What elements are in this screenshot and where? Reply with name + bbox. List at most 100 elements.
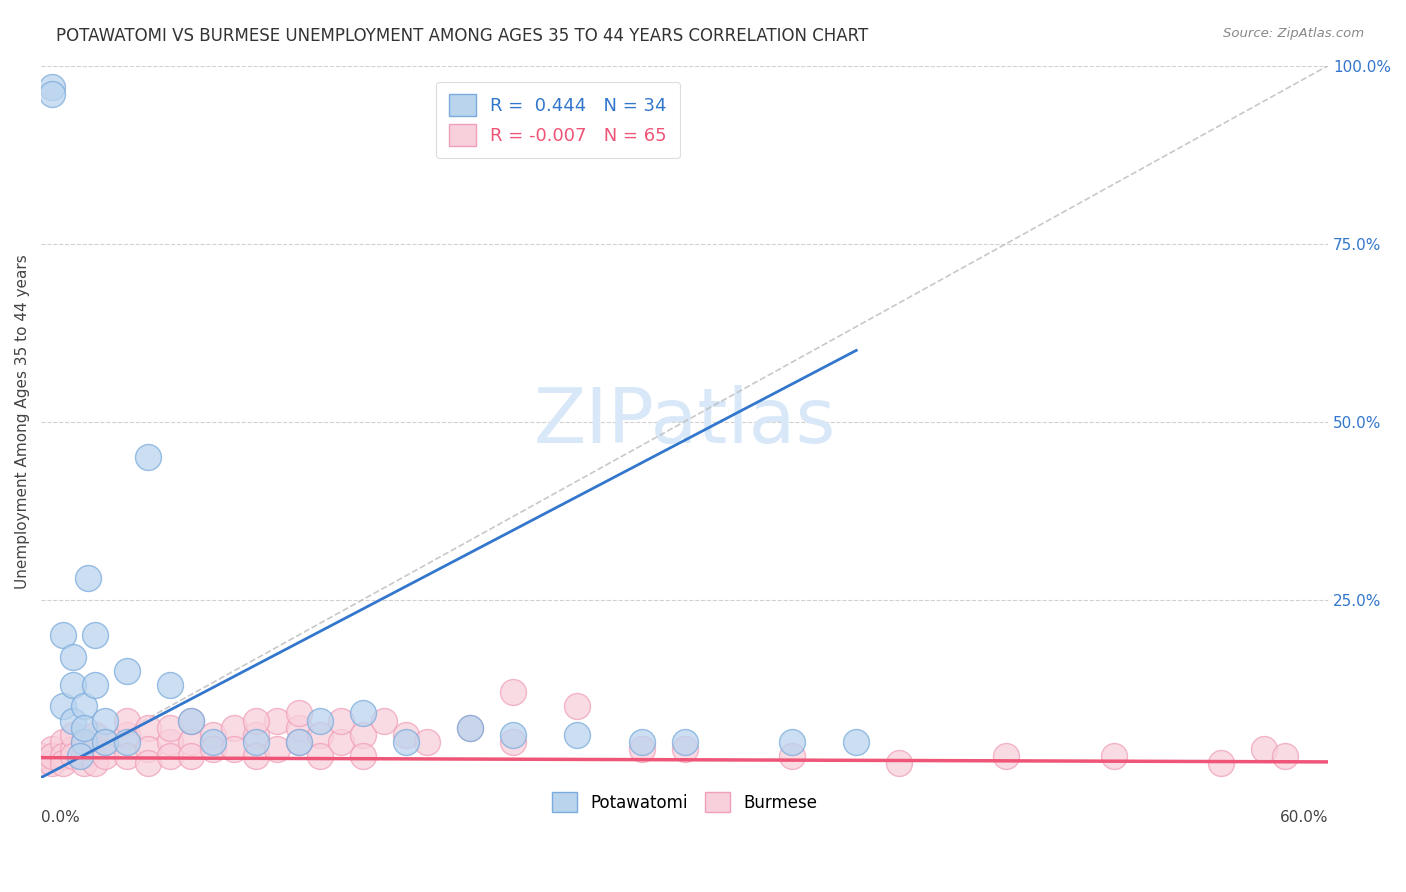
Burmese [673,742,696,756]
Text: 60.0%: 60.0% [1279,810,1329,824]
Potawatomi [115,735,138,749]
Burmese [115,749,138,764]
Burmese [330,735,353,749]
Burmese [1253,742,1275,756]
Potawatomi [138,450,160,465]
Potawatomi [73,721,96,735]
Potawatomi [73,699,96,714]
Potawatomi [62,714,84,728]
Burmese [1209,756,1232,771]
Burmese [94,735,117,749]
Potawatomi [83,678,105,692]
Burmese [201,728,224,742]
Potawatomi [159,678,181,692]
Burmese [30,756,52,771]
Burmese [995,749,1018,764]
Burmese [41,749,63,764]
Potawatomi [69,749,91,764]
Burmese [83,742,105,756]
Burmese [352,728,374,742]
Burmese [41,756,63,771]
Potawatomi [62,649,84,664]
Burmese [73,735,96,749]
Potawatomi [245,735,267,749]
Burmese [416,735,439,749]
Burmese [245,749,267,764]
Burmese [567,699,589,714]
Potawatomi [845,735,868,749]
Burmese [287,721,309,735]
Burmese [1274,749,1296,764]
Burmese [159,749,181,764]
Potawatomi [41,87,63,101]
Burmese [138,721,160,735]
Text: Source: ZipAtlas.com: Source: ZipAtlas.com [1223,27,1364,40]
Potawatomi [201,735,224,749]
Burmese [780,749,803,764]
Potawatomi [458,721,481,735]
Burmese [352,749,374,764]
Burmese [30,749,52,764]
Text: ZIPatlas: ZIPatlas [533,384,835,458]
Potawatomi [51,699,73,714]
Potawatomi [77,571,100,585]
Potawatomi [94,735,117,749]
Burmese [62,749,84,764]
Burmese [266,742,288,756]
Burmese [62,728,84,742]
Y-axis label: Unemployment Among Ages 35 to 44 years: Unemployment Among Ages 35 to 44 years [15,254,30,589]
Burmese [159,735,181,749]
Burmese [245,728,267,742]
Burmese [245,714,267,728]
Burmese [887,756,910,771]
Burmese [630,742,652,756]
Burmese [51,735,73,749]
Burmese [83,756,105,771]
Burmese [224,721,246,735]
Burmese [502,735,524,749]
Burmese [330,714,353,728]
Text: POTAWATOMI VS BURMESE UNEMPLOYMENT AMONG AGES 35 TO 44 YEARS CORRELATION CHART: POTAWATOMI VS BURMESE UNEMPLOYMENT AMONG… [56,27,869,45]
Legend: Potawatomi, Burmese: Potawatomi, Burmese [546,786,824,819]
Burmese [159,721,181,735]
Burmese [309,749,332,764]
Potawatomi [115,664,138,678]
Potawatomi [630,735,652,749]
Burmese [1102,749,1125,764]
Burmese [224,742,246,756]
Burmese [287,706,309,721]
Burmese [83,728,105,742]
Potawatomi [180,714,202,728]
Burmese [309,728,332,742]
Burmese [73,749,96,764]
Burmese [51,749,73,764]
Burmese [138,756,160,771]
Burmese [395,728,418,742]
Potawatomi [287,735,309,749]
Burmese [180,714,202,728]
Text: 0.0%: 0.0% [41,810,80,824]
Burmese [73,756,96,771]
Burmese [115,714,138,728]
Burmese [266,714,288,728]
Burmese [502,685,524,699]
Potawatomi [352,706,374,721]
Burmese [287,735,309,749]
Burmese [51,756,73,771]
Potawatomi [673,735,696,749]
Potawatomi [395,735,418,749]
Burmese [201,742,224,756]
Potawatomi [62,678,84,692]
Burmese [180,749,202,764]
Potawatomi [51,628,73,642]
Burmese [373,714,395,728]
Burmese [94,749,117,764]
Burmese [458,721,481,735]
Potawatomi [502,728,524,742]
Burmese [138,742,160,756]
Burmese [115,728,138,742]
Potawatomi [780,735,803,749]
Potawatomi [94,714,117,728]
Potawatomi [41,79,63,94]
Burmese [41,742,63,756]
